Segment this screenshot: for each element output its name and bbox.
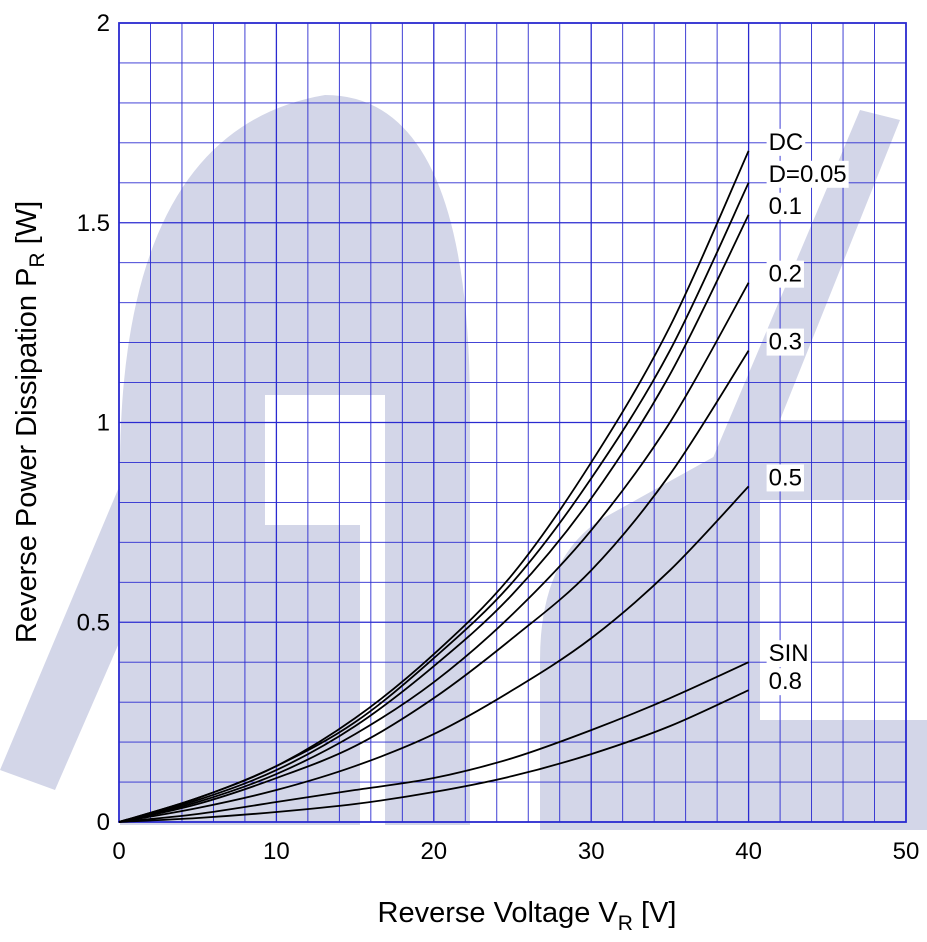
- y-tick-label: 2: [97, 10, 110, 37]
- series-label-background: [766, 160, 849, 188]
- x-tick-labels: 0 10 20 30 40 50: [112, 838, 919, 865]
- x-tick-label: 40: [735, 838, 762, 865]
- x-tick-label: 30: [578, 838, 605, 865]
- series-label-background: [766, 260, 804, 288]
- series-label: DC: [769, 129, 804, 156]
- y-tick-label: 0: [97, 809, 110, 836]
- series-label: 0.2: [769, 261, 802, 288]
- series-line: [118, 661, 749, 823]
- series-label-background: [766, 668, 804, 696]
- series-line: [118, 182, 750, 823]
- x-tick-label: 0: [112, 838, 125, 865]
- series-label-background: [766, 464, 804, 492]
- x-tick-label: 20: [420, 838, 447, 865]
- watermark-letter-a: [120, 95, 470, 825]
- series-label: 0.1: [769, 193, 802, 220]
- x-tick-label: 50: [893, 838, 920, 865]
- series-label: D=0.05: [769, 161, 847, 188]
- series-line: [118, 689, 749, 823]
- series-label: 0.5: [769, 464, 802, 491]
- y-tick-labels: 0 0.5 1 1.5 2: [77, 10, 110, 836]
- x-axis-title: Reverse Voltage VR [V]: [378, 897, 677, 935]
- series-line: [118, 350, 750, 823]
- x-tick-label: 10: [263, 838, 290, 865]
- series-label: SIN: [769, 640, 809, 667]
- y-tick-label: 0.5: [77, 609, 110, 636]
- series-label: 0.3: [769, 329, 802, 356]
- plot-frame: [118, 22, 907, 823]
- series-label-background: [766, 192, 804, 220]
- series-label: 0.8: [769, 668, 802, 695]
- series-label-background: [766, 328, 804, 356]
- series-line: [118, 282, 750, 823]
- y-axis-title: Reverse Power Dissipation PR [W]: [11, 201, 49, 643]
- y-tick-label: 1.5: [77, 210, 110, 237]
- series-label-background: [766, 640, 811, 668]
- series-line: [118, 485, 750, 823]
- watermark-logo: [0, 95, 927, 830]
- curves: [118, 150, 750, 823]
- y-tick-label: 1: [97, 410, 110, 437]
- series-label-background: [766, 128, 806, 156]
- watermark-letter-b: [540, 420, 927, 830]
- series-line: [118, 214, 750, 823]
- grid: [118, 22, 907, 823]
